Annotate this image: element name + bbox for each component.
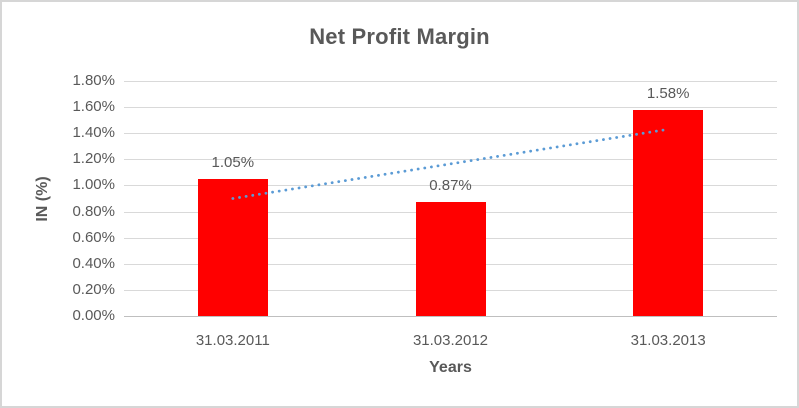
y-tick-label: 0.80%: [72, 202, 115, 220]
x-category-label: 31.03.2011: [195, 332, 270, 349]
gridline: [124, 107, 777, 109]
bar-31.03.2012: [415, 202, 486, 316]
y-tick-label: 1.20%: [72, 150, 115, 168]
gridline: [124, 185, 777, 187]
y-tick-label: 0.40%: [72, 254, 115, 272]
bar-31.03.2011: [197, 178, 268, 316]
y-tick-label: 1.40%: [72, 124, 115, 142]
x-axis-title: Years: [429, 359, 472, 376]
data-label: 1.05%: [211, 153, 255, 171]
x-category-label: 31.03.2013: [630, 332, 706, 349]
y-tick-label: 0.00%: [72, 307, 115, 324]
chart-title: Net Profit Margin: [309, 24, 490, 49]
y-tick-label: 1.60%: [72, 98, 115, 116]
y-tick-label: 1.00%: [72, 176, 115, 194]
gridline: [124, 159, 777, 161]
x-category-label: 31.03.2012: [412, 332, 489, 349]
gridline: [124, 81, 777, 82]
trendline: [231, 127, 670, 200]
y-tick-label: 0.60%: [72, 228, 115, 246]
bar-31.03.2013: [633, 109, 704, 316]
y-tick-label: 1.80%: [72, 72, 115, 89]
x-axis-line: [124, 316, 777, 317]
data-label: 1.58%: [646, 84, 690, 102]
data-label: 0.87%: [429, 177, 472, 195]
y-tick-label: 0.20%: [72, 280, 115, 298]
gridline: [124, 133, 777, 135]
plot-area: 1.05% 0.87% 1.58%: [124, 81, 777, 317]
